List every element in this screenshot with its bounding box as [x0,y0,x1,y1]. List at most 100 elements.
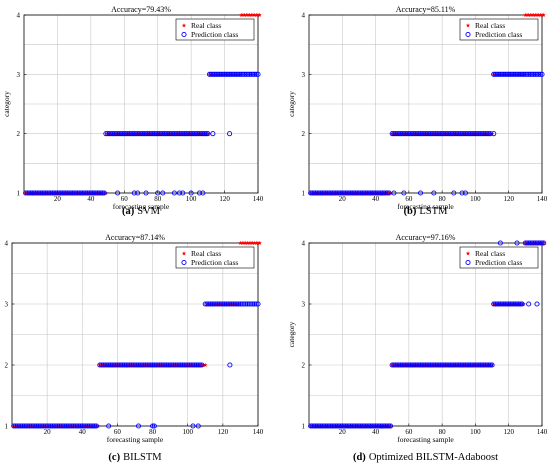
prediction-class-point [447,131,454,137]
prediction-class-point [451,131,457,137]
prediction-class-point [227,71,233,77]
prediction-class-point [507,301,513,307]
prediction-class-point [240,71,246,77]
prediction-class-point [94,190,101,196]
caption-tag: (c) [108,452,120,463]
prediction-class-point [93,190,99,196]
prediction-class-point [409,131,415,137]
prediction-class-point [60,423,66,429]
prediction-class-point [343,190,349,196]
prediction-class-point [135,131,141,137]
prediction-class-point [233,71,239,77]
prediction-class-point [499,71,505,77]
y-tick-label: 2 [302,362,306,370]
prediction-class-point [114,362,120,368]
prediction-class-point [467,362,473,368]
prediction-class-point [404,362,410,368]
prediction-class-point [160,362,166,368]
y-tick-label: 3 [302,301,306,309]
prediction-class-point [502,301,508,307]
prediction-class-point [447,362,454,368]
prediction-class-point [28,190,34,196]
prediction-class-point [135,423,142,429]
x-tick-label: 60 [121,195,129,203]
prediction-class-point [160,190,166,196]
prediction-class-point [141,131,147,137]
prediction-class-point [346,190,352,196]
prediction-class-point [113,131,119,137]
prediction-class-point [69,190,76,196]
legend-label: Real class [475,249,505,258]
x-tick-label: 20 [54,195,62,203]
prediction-class-point [514,71,520,77]
prediction-class-point [361,423,367,429]
prediction-class-point [437,131,444,137]
prediction-class-point [217,71,223,77]
prediction-class-point [348,423,354,429]
prediction-class-point [396,131,402,137]
prediction-class-point [28,423,34,429]
real-class-point [250,12,256,17]
prediction-class-point [69,423,75,429]
prediction-class-point [368,190,374,196]
prediction-class-point [209,301,215,307]
prediction-class-point [401,131,407,137]
prediction-class-point [414,362,420,368]
prediction-class-point [220,71,226,77]
x-tick-label: 20 [339,428,347,436]
prediction-class-point [336,190,342,196]
prediction-class-point [243,71,249,77]
prediction-class-point [175,131,181,137]
prediction-class-point [153,131,159,137]
prediction-class-point [248,71,254,77]
x-tick-label: 120 [503,428,514,436]
legend-circle-marker [181,31,187,38]
prediction-class-point [442,362,449,368]
prediction-class-point [446,131,452,137]
prediction-class-point [384,190,390,196]
prediction-class-point [414,131,420,137]
prediction-class-point [527,240,533,246]
prediction-class-point [366,423,372,429]
prediction-class-point [157,362,163,368]
prediction-class-point [228,71,234,77]
prediction-class-point [359,190,365,196]
real-class-point [238,240,243,245]
prediction-class-point [120,362,126,368]
prediction-class-point [247,71,253,77]
prediction-class-point [316,423,322,429]
prediction-class-point [241,301,247,307]
prediction-class-point [499,301,505,307]
prediction-class-point [130,362,136,368]
prediction-class-point [190,423,196,429]
prediction-class-point [51,423,57,429]
x-tick-label: 40 [79,428,87,436]
prediction-class-point [507,71,513,77]
real-class-point [529,12,535,17]
prediction-class-point [381,423,387,429]
grid-lines [12,242,259,427]
legend-star-marker [465,23,471,28]
real-class-point [531,12,536,17]
prediction-class-point [34,423,40,429]
grid-lines [309,242,543,427]
legend-label: Prediction class [475,30,522,39]
prediction-class-point [401,362,407,368]
prediction-class-point [46,423,52,429]
prediction-class-point [61,190,67,196]
real-class-point [239,12,244,17]
prediction-class-point [37,423,43,429]
prediction-class-point [381,190,387,196]
prediction-class-point [93,423,99,429]
prediction-class-point [432,131,439,137]
prediction-class-point [79,423,85,429]
prediction-class-point [353,190,359,196]
x-tick-label: 140 [537,195,548,203]
prediction-class-point [537,71,543,77]
prediction-class-point [527,71,533,77]
caption-name: SVM [137,206,160,217]
prediction-class-point [118,362,124,368]
real-class-point [241,240,247,245]
prediction-class-point [242,71,248,77]
real-class-point [245,12,251,17]
